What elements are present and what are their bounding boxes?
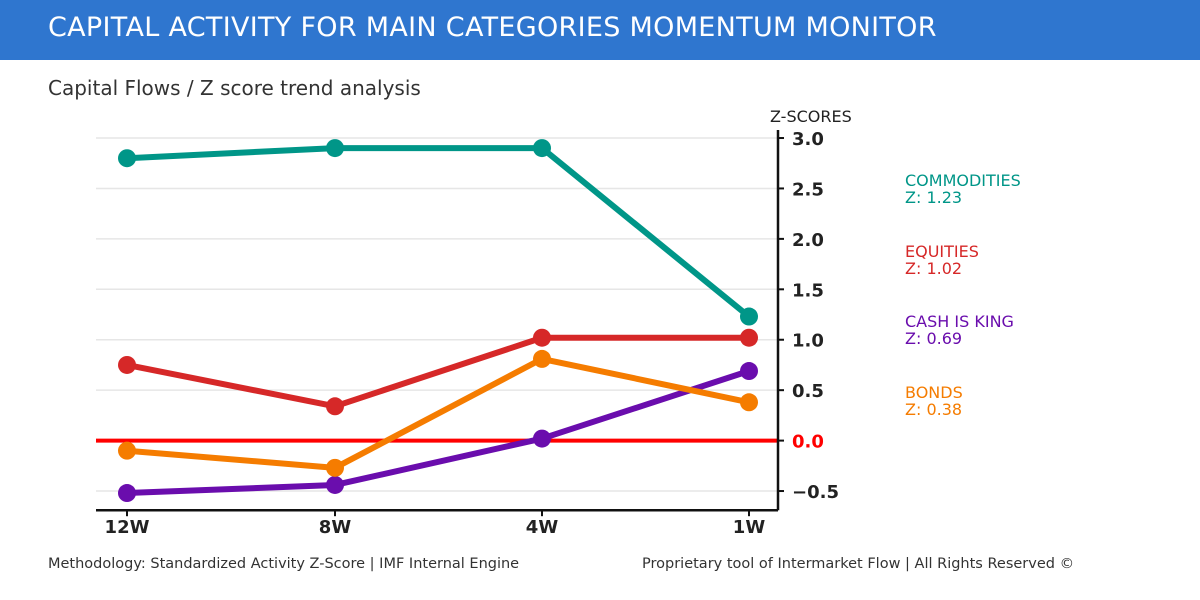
legend-item: EQUITIES Z: 1.02: [905, 243, 979, 277]
legend-zscore: Z: 1.02: [905, 259, 963, 278]
legend-item: BONDS Z: 0.38: [905, 384, 963, 418]
y-tick-label: 0.0: [792, 432, 824, 453]
y-tick-label: 2.5: [792, 179, 824, 200]
data-point: [118, 484, 136, 503]
data-point: [118, 355, 136, 374]
x-tick-label: 12W: [105, 517, 150, 538]
series-line: [126, 145, 751, 319]
series-line: [126, 368, 750, 497]
data-point: [118, 149, 136, 168]
series-commodities: [118, 139, 758, 326]
x-tick-label: 4W: [526, 517, 559, 538]
y-tick-label: 2.0: [792, 230, 824, 251]
series-line: [126, 334, 749, 410]
series-line: [126, 355, 750, 471]
legend-name: EQUITIES: [905, 242, 979, 261]
data-point: [533, 328, 551, 347]
chart-subtitle: Capital Flows / Z score trend analysis: [48, 76, 421, 100]
data-point: [740, 362, 758, 381]
header-bar: CAPITAL ACTIVITY FOR MAIN CATEGORIES MOM…: [0, 0, 1200, 60]
y-axis-label: Z-SCORES: [770, 107, 852, 126]
data-point: [118, 441, 136, 460]
data-point: [740, 328, 758, 347]
y-tick-label: 0.5: [792, 381, 824, 402]
series-bonds: [118, 349, 758, 477]
data-point: [326, 139, 344, 158]
data-point: [326, 458, 344, 477]
y-tick-label: 1.5: [792, 280, 824, 301]
legend-zscore: Z: 1.23: [905, 188, 963, 207]
data-point: [326, 475, 344, 494]
y-tick-label: 3.0: [792, 129, 824, 150]
page-title: CAPITAL ACTIVITY FOR MAIN CATEGORIES MOM…: [48, 12, 937, 43]
data-point: [533, 349, 551, 368]
legend-name: BONDS: [905, 383, 963, 402]
x-tick-label: 8W: [319, 517, 352, 538]
data-point: [326, 397, 344, 416]
legend-name: CASH IS KING: [905, 312, 1014, 331]
legend-zscore: Z: 0.38: [905, 400, 963, 419]
data-point: [533, 429, 551, 448]
series-cash-is-king: [118, 362, 758, 503]
y-tick-label: 1.0: [792, 331, 824, 352]
legend-item: CASH IS KING Z: 0.69: [905, 313, 1014, 347]
series-equities: [118, 328, 758, 416]
data-point: [533, 139, 551, 158]
footer-methodology: Methodology: Standardized Activity Z-Sco…: [48, 556, 520, 572]
data-point: [740, 307, 758, 326]
x-tick-label: 1W: [733, 517, 766, 538]
data-point: [740, 393, 758, 412]
legend-item: COMMODITIES Z: 1.23: [905, 172, 1021, 206]
y-tick-label: −0.5: [792, 482, 839, 503]
legend-name: COMMODITIES: [905, 171, 1021, 190]
legend-zscore: Z: 0.69: [905, 329, 963, 348]
footer-copyright: Proprietary tool of Intermarket Flow | A…: [642, 556, 1075, 572]
